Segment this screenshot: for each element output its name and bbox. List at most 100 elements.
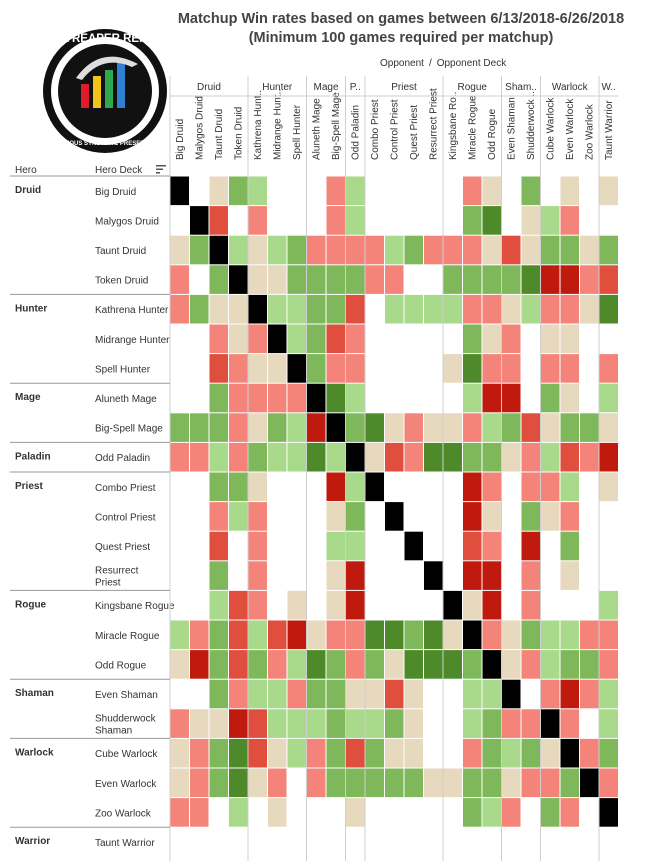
- heatmap-cell[interactable]: [599, 354, 619, 383]
- heatmap-cell[interactable]: [424, 294, 443, 324]
- heatmap-cell[interactable]: [521, 413, 541, 442]
- heatmap-cell[interactable]: [443, 442, 463, 472]
- heatmap-cell[interactable]: [482, 206, 502, 235]
- heatmap-cell[interactable]: [482, 265, 502, 294]
- heatmap-cell[interactable]: [443, 235, 463, 265]
- heatmap-cell[interactable]: [326, 265, 346, 294]
- heatmap-cell[interactable]: [463, 472, 482, 502]
- heatmap-cell[interactable]: [385, 709, 404, 738]
- heatmap-cell[interactable]: [385, 650, 404, 679]
- heatmap-cell[interactable]: [287, 294, 307, 324]
- heatmap-cell[interactable]: [268, 265, 287, 294]
- heatmap-cell[interactable]: [482, 354, 502, 383]
- heatmap-cell[interactable]: [482, 176, 502, 206]
- heatmap-cell[interactable]: [287, 709, 307, 738]
- heatmap-cell[interactable]: [482, 383, 502, 413]
- heatmap-cell[interactable]: [599, 768, 619, 798]
- heatmap-cell[interactable]: [463, 738, 482, 768]
- heatmap-cell[interactable]: [170, 798, 190, 827]
- heatmap-cell[interactable]: [170, 442, 190, 472]
- heatmap-cell[interactable]: [346, 206, 365, 235]
- heatmap-cell[interactable]: [190, 798, 209, 827]
- heatmap-cell[interactable]: [482, 324, 502, 354]
- heatmap-cell[interactable]: [326, 383, 346, 413]
- heatmap-cell[interactable]: [268, 738, 287, 768]
- heatmap-cell[interactable]: [599, 709, 619, 738]
- heatmap-cell[interactable]: [209, 206, 229, 235]
- heatmap-cell[interactable]: [170, 413, 190, 442]
- heatmap-cell[interactable]: [463, 620, 482, 650]
- heatmap-cell[interactable]: [502, 413, 521, 442]
- heatmap-cell[interactable]: [326, 472, 346, 502]
- heatmap-cell[interactable]: [170, 738, 190, 768]
- heatmap-cell[interactable]: [209, 176, 229, 206]
- heatmap-cell[interactable]: [248, 176, 268, 206]
- heatmap-cell[interactable]: [404, 442, 424, 472]
- heatmap-cell[interactable]: [209, 294, 229, 324]
- heatmap-cell[interactable]: [443, 413, 463, 442]
- heatmap-cell[interactable]: [365, 442, 385, 472]
- heatmap-cell[interactable]: [599, 590, 619, 620]
- heatmap-cell[interactable]: [560, 176, 580, 206]
- heatmap-cell[interactable]: [326, 768, 346, 798]
- heatmap-cell[interactable]: [287, 738, 307, 768]
- heatmap-cell[interactable]: [229, 679, 248, 709]
- heatmap-cell[interactable]: [209, 383, 229, 413]
- heatmap-cell[interactable]: [229, 354, 248, 383]
- heatmap-cell[interactable]: [463, 768, 482, 798]
- heatmap-cell[interactable]: [599, 265, 619, 294]
- heatmap-cell[interactable]: [248, 354, 268, 383]
- heatmap-cell[interactable]: [580, 620, 599, 650]
- heatmap-cell[interactable]: [190, 738, 209, 768]
- heatmap-cell[interactable]: [580, 442, 599, 472]
- heatmap-cell[interactable]: [482, 798, 502, 827]
- heatmap-cell[interactable]: [443, 265, 463, 294]
- heatmap-cell[interactable]: [209, 235, 229, 265]
- heatmap-cell[interactable]: [229, 620, 248, 650]
- heatmap-cell[interactable]: [404, 413, 424, 442]
- heatmap-cell[interactable]: [248, 650, 268, 679]
- heatmap-cell[interactable]: [560, 620, 580, 650]
- heatmap-cell[interactable]: [599, 294, 619, 324]
- heatmap-cell[interactable]: [482, 620, 502, 650]
- heatmap-cell[interactable]: [209, 531, 229, 561]
- heatmap-cell[interactable]: [482, 235, 502, 265]
- heatmap-cell[interactable]: [346, 265, 365, 294]
- heatmap-cell[interactable]: [307, 709, 326, 738]
- heatmap-cell[interactable]: [346, 798, 365, 827]
- heatmap-cell[interactable]: [482, 413, 502, 442]
- heatmap-cell[interactable]: [560, 354, 580, 383]
- heatmap-cell[interactable]: [560, 502, 580, 531]
- heatmap-cell[interactable]: [346, 176, 365, 206]
- heatmap-cell[interactable]: [541, 738, 560, 768]
- heatmap-cell[interactable]: [326, 738, 346, 768]
- heatmap-cell[interactable]: [482, 472, 502, 502]
- heatmap-cell[interactable]: [443, 620, 463, 650]
- heatmap-cell[interactable]: [346, 294, 365, 324]
- heatmap-cell[interactable]: [482, 768, 502, 798]
- heatmap-cell[interactable]: [307, 413, 326, 442]
- heatmap-cell[interactable]: [190, 442, 209, 472]
- heatmap-cell[interactable]: [482, 294, 502, 324]
- heatmap-cell[interactable]: [443, 650, 463, 679]
- heatmap-cell[interactable]: [229, 650, 248, 679]
- heatmap-cell[interactable]: [463, 650, 482, 679]
- heatmap-cell[interactable]: [248, 265, 268, 294]
- heatmap-cell[interactable]: [580, 650, 599, 679]
- heatmap-cell[interactable]: [521, 235, 541, 265]
- heatmap-cell[interactable]: [190, 206, 209, 235]
- heatmap-cell[interactable]: [560, 206, 580, 235]
- heatmap-cell[interactable]: [385, 294, 404, 324]
- heatmap-cell[interactable]: [346, 324, 365, 354]
- heatmap-cell[interactable]: [170, 294, 190, 324]
- heatmap-cell[interactable]: [502, 294, 521, 324]
- heatmap-cell[interactable]: [307, 620, 326, 650]
- heatmap-cell[interactable]: [346, 709, 365, 738]
- heatmap-cell[interactable]: [287, 442, 307, 472]
- heatmap-cell[interactable]: [248, 383, 268, 413]
- heatmap-cell[interactable]: [229, 265, 248, 294]
- heatmap-cell[interactable]: [521, 472, 541, 502]
- heatmap-cell[interactable]: [268, 383, 287, 413]
- heatmap-cell[interactable]: [365, 265, 385, 294]
- heatmap-cell[interactable]: [521, 294, 541, 324]
